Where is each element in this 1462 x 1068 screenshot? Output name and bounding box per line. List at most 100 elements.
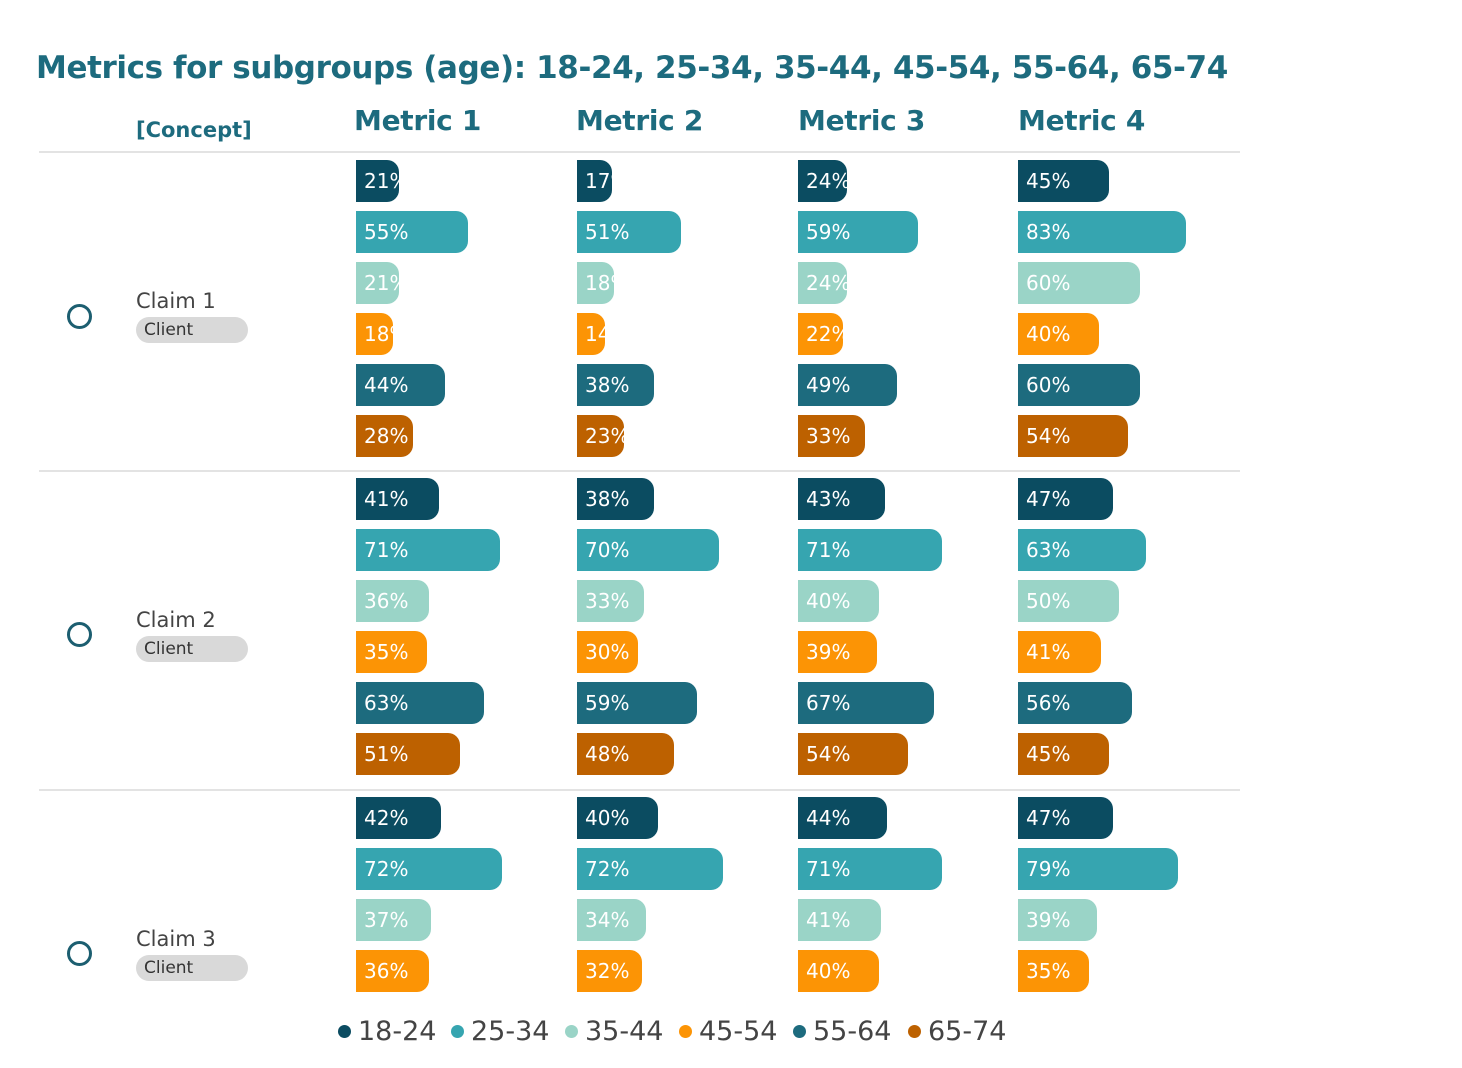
bar-25-34: 72% (577, 848, 723, 890)
bar-18-24: 43% (798, 478, 885, 520)
bar-25-34: 72% (356, 848, 502, 890)
bar-value-label: 40% (1026, 322, 1071, 346)
bar-18-24: 42% (356, 797, 441, 839)
bar-35-44: 39% (1018, 899, 1097, 941)
bar-18-24: 38% (577, 478, 654, 520)
bar-value-label: 23% (585, 424, 624, 448)
bar-25-34: 79% (1018, 848, 1178, 890)
bar-value-label: 41% (806, 908, 851, 932)
bar-value-label: 71% (806, 538, 851, 562)
bar-value-label: 72% (585, 857, 630, 881)
bar-value-label: 59% (806, 220, 851, 244)
bar-35-44: 40% (798, 580, 879, 622)
bar-value-label: 79% (1026, 857, 1071, 881)
bar-45-54: 18% (356, 313, 393, 355)
bar-35-44: 18% (577, 262, 614, 304)
bar-value-label: 40% (806, 589, 851, 613)
metric-2-header: Metric 2 (576, 104, 704, 137)
bar-value-label: 33% (585, 589, 630, 613)
bar-35-44: 33% (577, 580, 644, 622)
bar-35-44: 34% (577, 899, 646, 941)
chart-title: Metrics for subgroups (age): 18-24, 25-3… (36, 50, 1228, 86)
bar-value-label: 63% (1026, 538, 1071, 562)
bar-value-label: 54% (1026, 424, 1071, 448)
bar-value-label: 35% (364, 640, 409, 664)
bar-18-24: 41% (356, 478, 439, 520)
bar-45-54: 32% (577, 950, 642, 992)
bar-value-label: 21% (364, 169, 399, 193)
legend-item: 35-44 (565, 1011, 663, 1051)
bar-value-label: 24% (806, 271, 847, 295)
bar-value-label: 67% (806, 691, 851, 715)
bar-45-54: 35% (1018, 950, 1089, 992)
bar-25-34: 71% (798, 529, 942, 571)
claim-1-label: Claim 1 (136, 289, 216, 313)
bar-45-54: 41% (1018, 631, 1101, 673)
bar-value-label: 40% (806, 959, 851, 983)
bar-35-44: 36% (356, 580, 429, 622)
bar-value-label: 83% (1026, 220, 1071, 244)
legend-swatch (338, 1024, 351, 1038)
bar-35-44: 41% (798, 899, 881, 941)
metric-3-header: Metric 3 (798, 104, 926, 137)
metric-4-header: Metric 4 (1018, 104, 1146, 137)
legend-label: 18-24 (358, 1015, 437, 1047)
bar-value-label: 49% (806, 373, 851, 397)
bar-35-44: 24% (798, 262, 847, 304)
claim-2-radio[interactable] (67, 622, 92, 647)
bar-18-24: 47% (1018, 478, 1113, 520)
bar-value-label: 72% (364, 857, 409, 881)
legend-label: 45-54 (699, 1015, 778, 1047)
bar-65-74: 54% (1018, 415, 1128, 457)
bar-value-label: 18% (364, 322, 393, 346)
bar-45-54: 22% (798, 313, 843, 355)
bar-value-label: 43% (806, 487, 851, 511)
bar-18-24: 21% (356, 160, 399, 202)
bar-value-label: 42% (364, 806, 409, 830)
bar-55-64: 38% (577, 364, 654, 406)
bar-value-label: 70% (585, 538, 630, 562)
bar-value-label: 32% (585, 959, 630, 983)
legend-item: 45-54 (679, 1011, 777, 1051)
legend-item: 18-24 (338, 1011, 436, 1051)
bar-55-64: 67% (798, 682, 934, 724)
legend: 18-24 25-34 35-44 45-54 55-64 65-74 (0, 1011, 1340, 1051)
legend-swatch (793, 1024, 806, 1038)
concept-header: [Concept] (136, 118, 252, 142)
bar-25-34: 59% (798, 211, 918, 253)
bar-65-74: 54% (798, 733, 908, 775)
bar-value-label: 60% (1026, 373, 1071, 397)
claim-3-label: Claim 3 (136, 927, 216, 951)
bar-value-label: 51% (364, 742, 409, 766)
bar-25-34: 55% (356, 211, 468, 253)
claim-1-radio[interactable] (67, 304, 92, 329)
bar-value-label: 18% (585, 271, 614, 295)
bar-value-label: 47% (1026, 487, 1071, 511)
bar-value-label: 51% (585, 220, 630, 244)
bar-value-label: 54% (806, 742, 851, 766)
bar-value-label: 22% (806, 322, 843, 346)
claim-1-tag: Client (136, 317, 248, 343)
legend-label: 55-64 (813, 1015, 892, 1047)
bar-value-label: 44% (364, 373, 409, 397)
bar-value-label: 63% (364, 691, 409, 715)
row-divider (39, 470, 1240, 472)
bar-18-24: 44% (798, 797, 887, 839)
bar-value-label: 39% (806, 640, 851, 664)
bar-value-label: 24% (806, 169, 847, 193)
bar-55-64: 44% (356, 364, 445, 406)
bar-value-label: 55% (364, 220, 409, 244)
claim-3-radio[interactable] (67, 941, 92, 966)
bar-35-44: 21% (356, 262, 399, 304)
bar-value-label: 59% (585, 691, 630, 715)
bar-25-34: 71% (356, 529, 500, 571)
legend-item: 25-34 (451, 1011, 549, 1051)
bar-value-label: 36% (364, 959, 409, 983)
bar-value-label: 45% (1026, 742, 1071, 766)
bar-45-54: 40% (1018, 313, 1099, 355)
bar-45-54: 35% (356, 631, 427, 673)
bar-25-34: 70% (577, 529, 719, 571)
legend-label: 35-44 (585, 1015, 664, 1047)
bar-value-label: 41% (1026, 640, 1071, 664)
bar-value-label: 30% (585, 640, 630, 664)
